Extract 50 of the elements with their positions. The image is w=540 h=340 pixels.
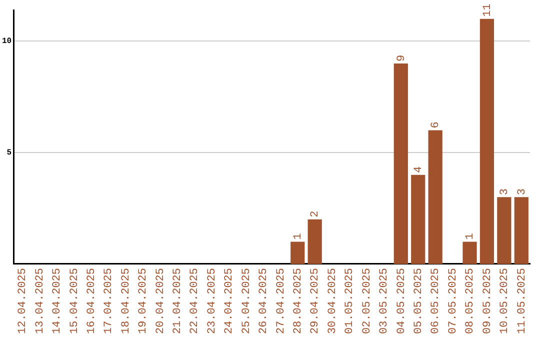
y-tick-label: 10	[2, 37, 12, 46]
x-tick-label: 14.04.2025	[52, 268, 64, 334]
x-tick-label: 19.04.2025	[138, 268, 150, 334]
x-tick-label: 01.05.2025	[344, 268, 356, 334]
bar	[480, 18, 494, 264]
x-tick-label: 05.05.2025	[413, 268, 426, 334]
bar	[514, 197, 528, 264]
data-label: 2	[310, 210, 322, 218]
data-label: 3	[499, 188, 512, 196]
data-label: 1	[292, 232, 305, 240]
x-tick-label: 28.04.2025	[292, 268, 305, 334]
x-tick-label: 26.04.2025	[258, 268, 270, 334]
x-tick-label: 18.04.2025	[120, 268, 132, 334]
data-label: 9	[396, 54, 408, 62]
x-tick-label: 23.04.2025	[206, 268, 218, 334]
data-label: 1	[464, 232, 477, 240]
bar	[428, 130, 442, 264]
x-tick-label: 21.04.2025	[172, 268, 184, 334]
data-label: 6	[430, 122, 442, 128]
bar	[290, 242, 305, 264]
x-tick-label: 25.04.2025	[240, 268, 253, 334]
x-tick-label: 08.05.2025	[464, 268, 477, 334]
x-tick-label: 04.05.2025	[396, 268, 408, 334]
x-tick-label: 03.05.2025	[378, 268, 391, 334]
x-tick-label: 10.05.2025	[499, 268, 512, 334]
x-tick-label: 20.04.2025	[154, 268, 167, 334]
x-tick-label: 09.05.2025	[482, 268, 494, 334]
x-tick-label: 29.04.2025	[310, 268, 322, 334]
x-tick-label: 17.04.2025	[103, 268, 116, 334]
data-label: 4	[413, 166, 426, 173]
data-label: 3	[516, 188, 528, 196]
x-tick-label: 24.04.2025	[224, 268, 236, 334]
x-tick-label: 06.05.2025	[430, 268, 442, 334]
x-tick-label: 12.04.2025	[17, 268, 30, 334]
x-tick-label: 07.05.2025	[447, 268, 460, 334]
x-tick-label: 02.05.2025	[361, 268, 374, 334]
bar	[411, 174, 426, 264]
bar	[308, 219, 322, 264]
bar	[462, 242, 477, 264]
x-tick-label: 11.05.2025	[516, 268, 528, 334]
x-tick-label: 22.04.2025	[189, 268, 202, 334]
y-tick-label: 5	[6, 148, 12, 158]
data-label: 11	[482, 3, 494, 17]
x-tick-label: 13.04.2025	[34, 268, 46, 334]
x-tick-label: 27.04.2025	[275, 268, 288, 334]
x-tick-label: 30.04.2025	[326, 268, 339, 334]
bar	[497, 197, 512, 264]
bar	[394, 63, 408, 264]
x-tick-label: 16.04.2025	[86, 268, 98, 334]
x-tick-label: 15.04.2025	[68, 268, 81, 334]
